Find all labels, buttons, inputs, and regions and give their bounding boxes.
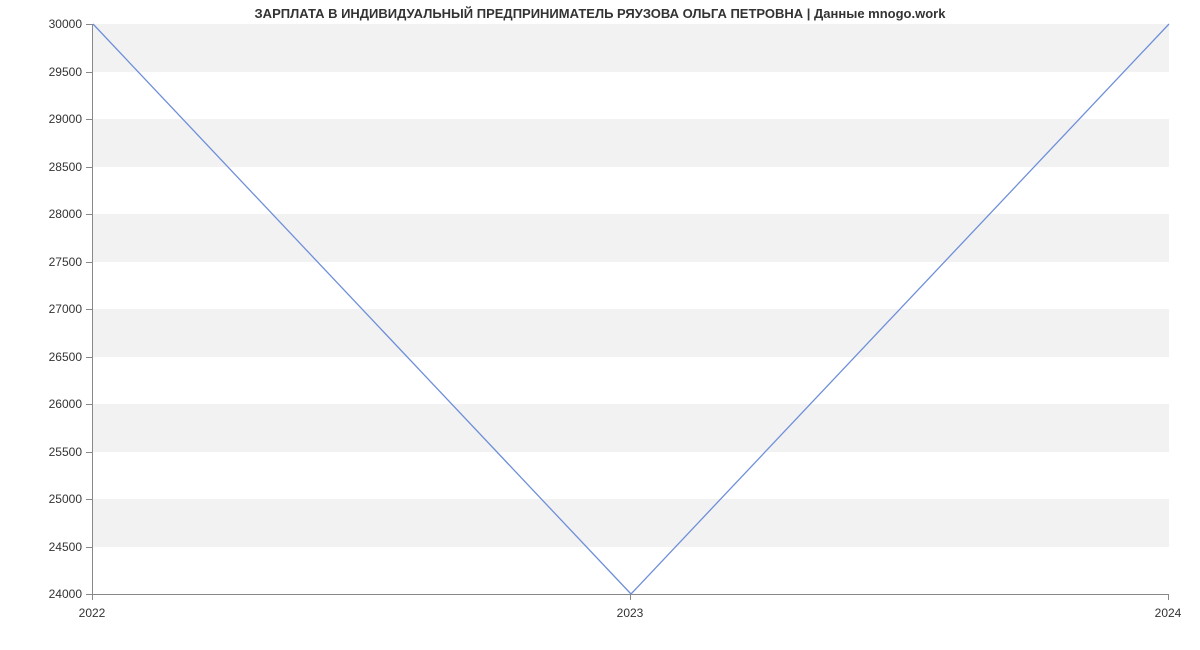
- y-tick-label: 26000: [22, 397, 82, 411]
- chart-title: ЗАРПЛАТА В ИНДИВИДУАЛЬНЫЙ ПРЕДПРИНИМАТЕЛ…: [0, 6, 1200, 21]
- y-tick-mark: [86, 404, 92, 405]
- y-tick-mark: [86, 309, 92, 310]
- y-tick-label: 28500: [22, 160, 82, 174]
- x-tick-label: 2023: [590, 606, 670, 620]
- y-tick-mark: [86, 547, 92, 548]
- y-tick-label: 27000: [22, 302, 82, 316]
- y-tick-label: 30000: [22, 17, 82, 31]
- x-tick-mark: [1168, 594, 1169, 600]
- x-tick-mark: [630, 594, 631, 600]
- plot-area: [92, 24, 1169, 595]
- y-tick-label: 24500: [22, 540, 82, 554]
- y-tick-mark: [86, 72, 92, 73]
- y-tick-mark: [86, 499, 92, 500]
- y-tick-label: 29500: [22, 65, 82, 79]
- y-tick-label: 28000: [22, 207, 82, 221]
- y-tick-mark: [86, 262, 92, 263]
- y-tick-label: 25000: [22, 492, 82, 506]
- x-tick-label: 2024: [1128, 606, 1200, 620]
- y-tick-mark: [86, 167, 92, 168]
- y-tick-mark: [86, 214, 92, 215]
- y-tick-label: 27500: [22, 255, 82, 269]
- x-tick-label: 2022: [52, 606, 132, 620]
- y-tick-label: 24000: [22, 587, 82, 601]
- y-tick-mark: [86, 119, 92, 120]
- salary-line-chart: ЗАРПЛАТА В ИНДИВИДУАЛЬНЫЙ ПРЕДПРИНИМАТЕЛ…: [0, 0, 1200, 650]
- data-line-layer: [93, 24, 1169, 594]
- x-tick-mark: [92, 594, 93, 600]
- y-tick-label: 25500: [22, 445, 82, 459]
- y-tick-mark: [86, 452, 92, 453]
- y-tick-label: 29000: [22, 112, 82, 126]
- series-line-salary: [93, 24, 1169, 594]
- y-tick-mark: [86, 357, 92, 358]
- y-tick-label: 26500: [22, 350, 82, 364]
- y-tick-mark: [86, 24, 92, 25]
